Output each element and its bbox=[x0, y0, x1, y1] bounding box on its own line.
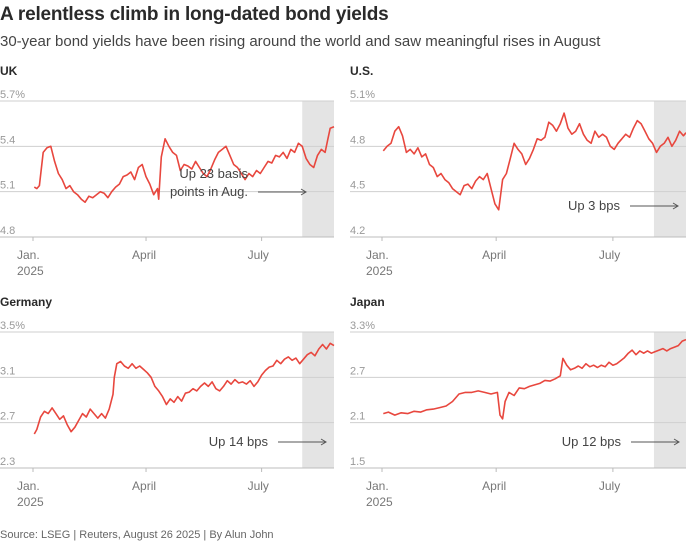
x-tick-label: Jan. 2025 bbox=[366, 479, 393, 509]
y-tick-label: 4.2 bbox=[350, 225, 365, 237]
y-tick-label: 2.1 bbox=[350, 411, 365, 423]
series-line-japan bbox=[383, 338, 686, 420]
x-tick-label: Jan. 2025 bbox=[17, 248, 44, 278]
highlight-august bbox=[302, 101, 334, 237]
annotation-u-s: Up 3 bps bbox=[568, 198, 621, 213]
y-tick-label: 2.3 bbox=[0, 456, 15, 468]
series-line-germany bbox=[33, 342, 335, 435]
y-tick-label: 5.4 bbox=[0, 134, 15, 146]
series-line-uk bbox=[33, 125, 335, 203]
y-tick-label: 1.5 bbox=[350, 456, 365, 468]
annotation-japan: Up 12 bps bbox=[562, 434, 622, 449]
y-tick-label: 5.7% bbox=[0, 89, 25, 101]
source-credit: Source: LSEG | Reuters, August 26 2025 |… bbox=[0, 529, 274, 541]
series-line-u-s bbox=[382, 112, 686, 211]
y-tick-label: 4.5 bbox=[350, 180, 365, 192]
y-tick-label: 5.1% bbox=[350, 89, 375, 101]
y-tick-label: 3.1 bbox=[0, 365, 15, 377]
x-tick-label: April bbox=[482, 479, 506, 493]
chart-title: A relentless climb in long-dated bond yi… bbox=[0, 4, 389, 25]
annotation-arrow bbox=[630, 202, 679, 210]
y-tick-label: 2.7 bbox=[0, 411, 15, 423]
y-tick-label: 4.8 bbox=[350, 134, 365, 146]
annotation-uk: Up 23 basis points in Aug. bbox=[170, 166, 249, 199]
annotation-arrow bbox=[258, 188, 307, 196]
y-tick-label: 3.3% bbox=[350, 320, 375, 332]
chart-subtitle: 30-year bond yields have been rising aro… bbox=[0, 33, 601, 50]
y-tick-label: 5.1 bbox=[0, 180, 15, 192]
x-tick-label: April bbox=[132, 248, 156, 262]
highlight-august bbox=[653, 332, 686, 468]
x-tick-label: July bbox=[599, 479, 620, 493]
y-tick-label: 3.5% bbox=[0, 320, 25, 332]
panel-title-uk: UK bbox=[0, 64, 18, 78]
highlight-august bbox=[653, 101, 686, 237]
panel-title-germany: Germany bbox=[0, 295, 52, 309]
highlight-august bbox=[302, 332, 334, 468]
x-tick-label: April bbox=[482, 248, 506, 262]
x-tick-label: Jan. 2025 bbox=[366, 248, 393, 278]
annotation-germany: Up 14 bps bbox=[209, 434, 269, 449]
x-tick-label: Jan. 2025 bbox=[17, 479, 44, 509]
x-tick-label: July bbox=[599, 248, 620, 262]
x-tick-label: July bbox=[248, 479, 269, 493]
y-tick-label: 4.8 bbox=[0, 225, 15, 237]
y-tick-label: 2.7 bbox=[350, 365, 365, 377]
panel-title-u-s: U.S. bbox=[350, 64, 373, 78]
panel-title-japan: Japan bbox=[350, 295, 385, 309]
annotation-arrow bbox=[278, 438, 327, 446]
x-tick-label: July bbox=[248, 248, 269, 262]
x-tick-label: April bbox=[132, 479, 156, 493]
annotation-arrow bbox=[631, 438, 680, 446]
